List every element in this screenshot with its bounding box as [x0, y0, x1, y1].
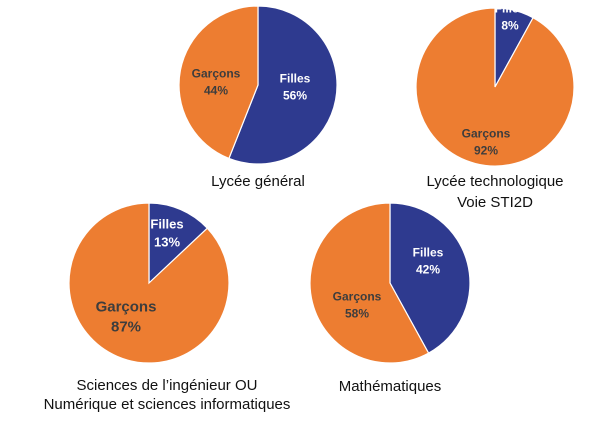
pie-slice-filles [228, 5, 338, 165]
pie-chart-3: Filles 13% Garçons 87% Sciences de l’ingénie… [44, 202, 291, 413]
pie-slice-garcons [309, 202, 430, 364]
slice-label-garcons: Garçons [192, 67, 241, 81]
slice-label-garcons: Garçons [333, 290, 382, 304]
chart-caption: Voie STI2D [457, 194, 533, 211]
pie-slice-garcons [178, 5, 259, 160]
slice-value-filles: 13% [154, 235, 180, 250]
slice-value-garcons: 58% [345, 307, 369, 321]
chart-caption: Mathématiques [339, 378, 442, 395]
pie-chart-4: Filles 42% Garçons 58% Mathématiques [309, 202, 471, 395]
pie-slice-garcons [68, 202, 230, 364]
slice-label-filles: Filles [495, 2, 526, 16]
pie-chart-1: Filles 56% Garçons 44% Lycée général [178, 5, 338, 190]
slice-value-garcons: 92% [474, 144, 498, 158]
slice-label-filles: Filles [413, 246, 444, 260]
pie-slice-filles [389, 202, 471, 354]
slice-value-filles: 8% [501, 19, 519, 33]
slice-label-garcons: Garçons [462, 127, 511, 141]
chart-caption: Sciences de l’ingénieur OU [77, 377, 258, 394]
slice-value-garcons: 87% [111, 318, 141, 335]
slice-label-filles: Filles [280, 72, 311, 86]
chart-caption: Lycée général [211, 173, 305, 190]
slice-value-filles: 56% [283, 89, 307, 103]
slice-value-garcons: 44% [204, 84, 228, 98]
chart-caption: Lycée technologique [426, 173, 563, 190]
pie-slice-garcons [415, 7, 575, 167]
slice-label-garcons: Garçons [96, 298, 157, 315]
pie-chart-2: Filles 8% Garçons 92% Lycée technologique Voi… [415, 2, 575, 211]
slice-label-filles: Filles [150, 217, 183, 232]
pie-slice-filles [148, 202, 209, 285]
slice-value-filles: 42% [416, 263, 440, 277]
chart-caption: Numérique et sciences informatiques [44, 396, 291, 413]
